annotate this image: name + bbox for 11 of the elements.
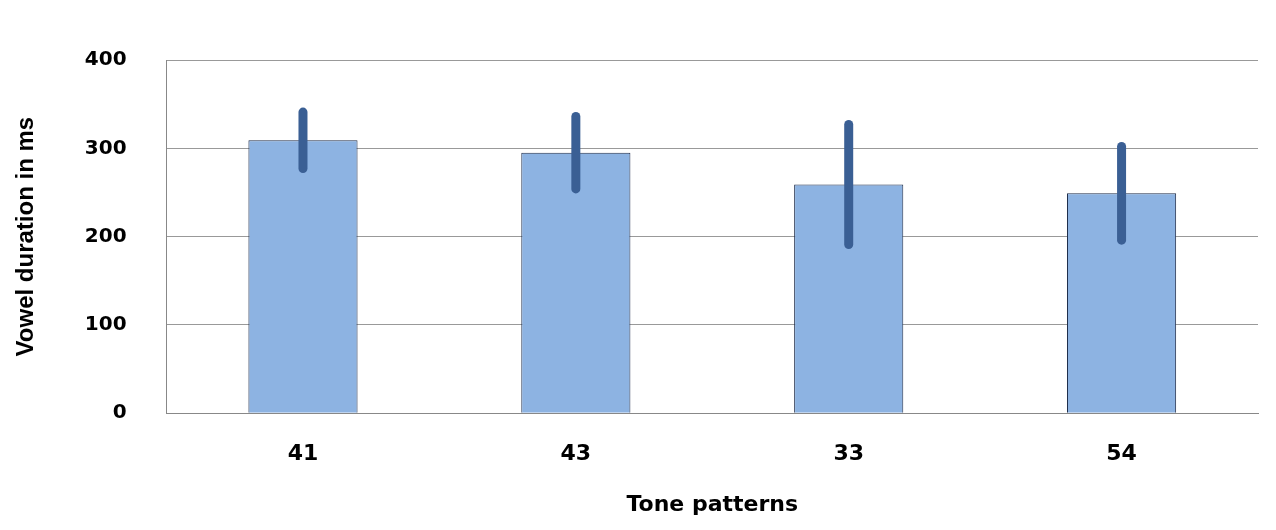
y-tick-label: 300 <box>84 134 127 159</box>
y-axis-title: Vowel duration in ms <box>11 116 39 357</box>
x-tick-label: 33 <box>833 440 865 466</box>
y-tick-label: 0 <box>112 399 127 424</box>
y-tick-label: 400 <box>84 46 127 71</box>
x-tick-label: 54 <box>1106 440 1137 466</box>
y-tick-label: 100 <box>84 311 127 336</box>
y-tick-label: 200 <box>84 222 127 247</box>
x-tick-label: 41 <box>287 440 319 466</box>
x-axis-title: Tone patterns <box>626 490 799 516</box>
x-tick-label: 43 <box>560 440 592 466</box>
